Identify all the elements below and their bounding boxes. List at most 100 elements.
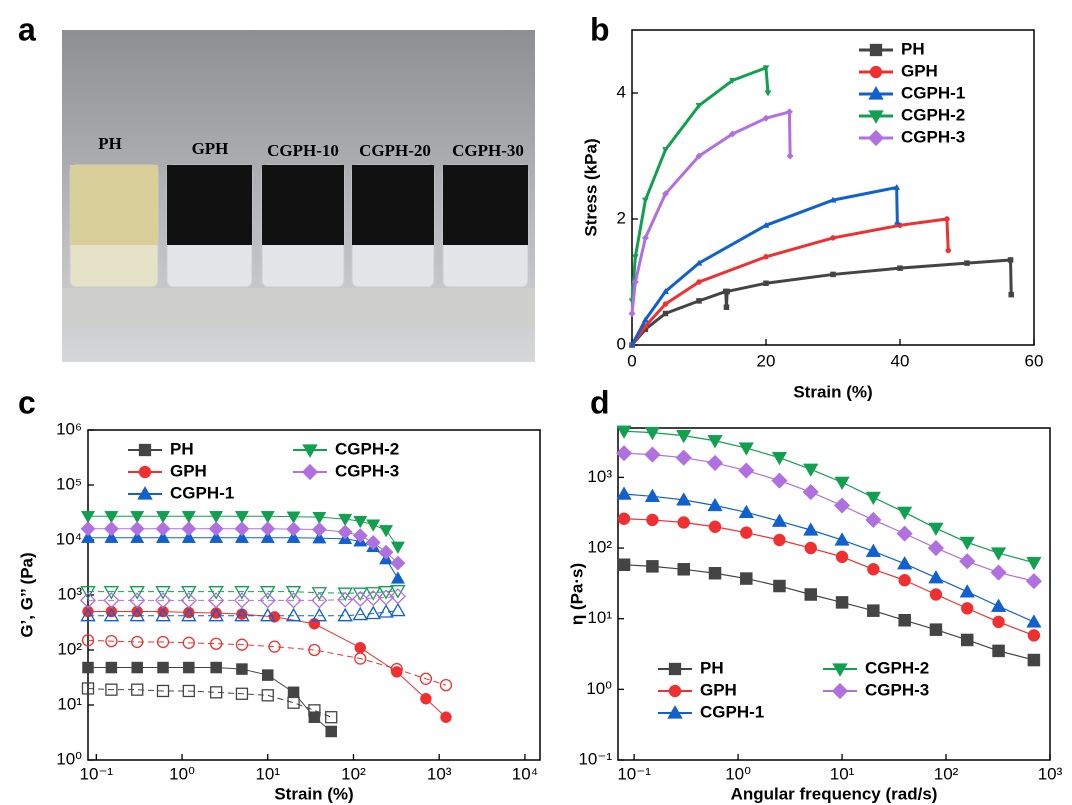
panel-label: c xyxy=(18,384,36,420)
marker xyxy=(352,528,368,544)
photo-label: CGPH-20 xyxy=(359,141,431,160)
legend-label: PH xyxy=(700,658,724,677)
marker xyxy=(762,65,770,72)
marker xyxy=(183,661,195,674)
marker xyxy=(646,513,659,527)
gel xyxy=(352,165,434,245)
marker xyxy=(379,525,394,538)
marker xyxy=(308,711,321,723)
marker xyxy=(440,711,452,723)
marker xyxy=(378,544,394,560)
marker xyxy=(631,278,639,286)
marker xyxy=(677,516,690,529)
marker xyxy=(80,586,96,600)
y-axis-label: G’, G’’ (Pa) xyxy=(17,552,36,637)
y-tick-label: 10⁰ xyxy=(56,749,82,768)
legend-label: CGPH-3 xyxy=(865,680,929,699)
marker xyxy=(676,492,692,506)
marker xyxy=(617,512,631,525)
marker xyxy=(696,279,702,285)
marker xyxy=(707,435,723,449)
marker xyxy=(260,607,276,622)
marker xyxy=(897,556,913,570)
marker xyxy=(865,511,882,529)
marker xyxy=(802,483,819,501)
legend-label: CGPH-2 xyxy=(901,105,965,124)
y-tick-label: 10³ xyxy=(587,467,612,486)
marker xyxy=(641,197,649,204)
marker xyxy=(740,572,753,585)
marker xyxy=(616,486,632,500)
marker xyxy=(695,259,703,266)
marker xyxy=(131,683,144,696)
legend-label: CGPH-1 xyxy=(901,83,965,102)
marker xyxy=(308,704,321,717)
marker xyxy=(695,152,703,160)
marker xyxy=(959,536,975,551)
legend-label: CGPH-1 xyxy=(700,702,764,721)
marker xyxy=(667,705,683,719)
loss-line xyxy=(87,687,332,718)
marker xyxy=(337,587,353,602)
marker xyxy=(390,662,403,676)
marker xyxy=(391,666,403,678)
marker xyxy=(771,513,788,527)
marker xyxy=(208,521,224,537)
photo: PH GPH CGPH-10 CGPH-20 CGPH-30 xyxy=(62,30,535,362)
marker xyxy=(337,524,353,540)
photo-label: PH xyxy=(98,134,122,153)
marker xyxy=(928,522,944,537)
marker xyxy=(786,152,794,160)
marker xyxy=(1027,653,1041,667)
marker xyxy=(868,110,884,124)
marker xyxy=(154,592,172,609)
marker xyxy=(129,592,146,609)
marker xyxy=(631,254,639,261)
marker xyxy=(352,590,369,607)
marker xyxy=(662,310,669,317)
marker xyxy=(311,587,328,601)
marker xyxy=(662,301,669,307)
marker xyxy=(830,235,836,241)
x-tick-label: 10⁻¹ xyxy=(617,764,651,783)
marker xyxy=(773,533,786,547)
marker xyxy=(785,108,794,116)
marker xyxy=(208,607,224,622)
y-tick-label: 10⁵ xyxy=(56,474,82,493)
marker xyxy=(235,638,249,651)
marker xyxy=(390,571,405,584)
photo-label: GPH xyxy=(192,139,229,158)
marker xyxy=(644,488,661,502)
panel-label: b xyxy=(590,11,610,47)
marker xyxy=(869,43,883,57)
y-tick-label: 10¹ xyxy=(587,608,612,627)
marker xyxy=(830,271,836,278)
marker xyxy=(80,521,96,537)
marker xyxy=(181,521,197,537)
y-tick-label: 10¹ xyxy=(57,694,82,713)
marker xyxy=(695,103,703,110)
x-tick-label: 10⁰ xyxy=(725,764,751,783)
legend-label: CGPH-3 xyxy=(901,127,965,146)
marker xyxy=(707,497,723,512)
marker xyxy=(390,541,405,554)
marker xyxy=(960,633,974,647)
plot-frame xyxy=(617,427,1051,761)
marker xyxy=(641,234,650,242)
marker xyxy=(129,586,145,600)
marker xyxy=(897,265,903,271)
marker xyxy=(365,535,381,551)
marker xyxy=(868,86,884,100)
marker xyxy=(773,579,786,593)
marker xyxy=(181,607,197,622)
y-tick-label: 10⁴ xyxy=(56,529,82,548)
marker xyxy=(662,147,669,154)
marker xyxy=(833,497,851,514)
legend-label: PH xyxy=(170,439,194,458)
marker xyxy=(1026,614,1042,628)
ruler xyxy=(62,288,535,328)
x-axis-label: Angular frequency (rad/s) xyxy=(731,784,938,803)
marker xyxy=(311,592,328,609)
panel-label: d xyxy=(590,384,610,420)
x-tick-label: 10² xyxy=(934,764,959,783)
